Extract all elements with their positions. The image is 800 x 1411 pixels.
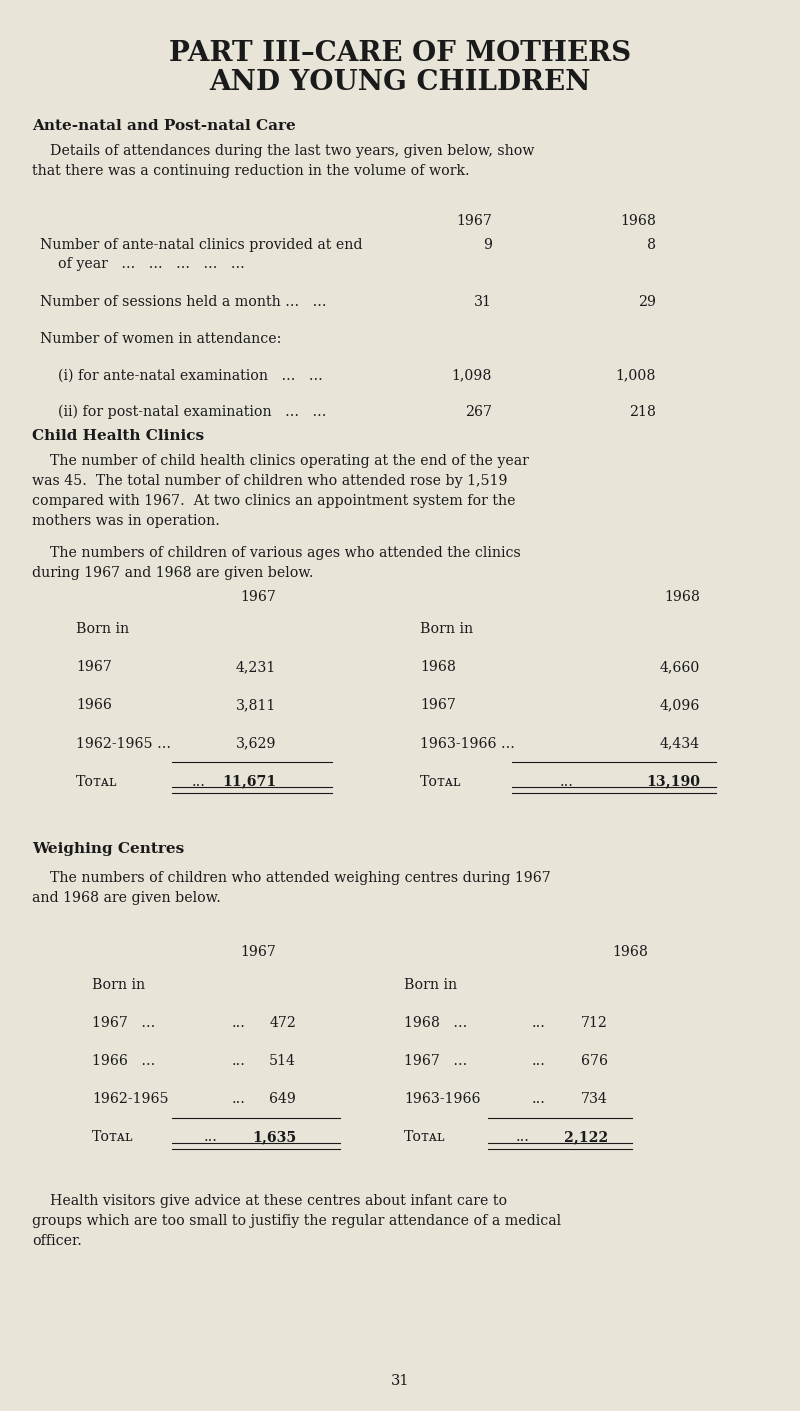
Text: 1967: 1967 [456,214,492,229]
Text: Born in: Born in [420,622,473,636]
Text: 3,811: 3,811 [236,698,276,713]
Text: 1968: 1968 [420,660,456,674]
Text: Ante-natal and Post-natal Care: Ante-natal and Post-natal Care [32,119,296,133]
Text: 267: 267 [465,405,492,419]
Text: AND YOUNG CHILDREN: AND YOUNG CHILDREN [210,69,590,96]
Text: 676: 676 [581,1054,608,1068]
Text: Tᴏᴛᴀʟ: Tᴏᴛᴀʟ [76,775,118,789]
Text: 1963-1966: 1963-1966 [404,1092,481,1106]
Text: ...: ... [532,1016,546,1030]
Text: 9: 9 [483,238,492,253]
Text: 4,096: 4,096 [660,698,700,713]
Text: Health visitors give advice at these centres about infant care to
groups which a: Health visitors give advice at these cen… [32,1194,561,1247]
Text: 1966   ...: 1966 ... [92,1054,155,1068]
Text: ...: ... [232,1054,246,1068]
Text: The numbers of children of various ages who attended the clinics
during 1967 and: The numbers of children of various ages … [32,546,521,580]
Text: (ii) for post-natal examination   ...   ...: (ii) for post-natal examination ... ... [40,405,326,419]
Text: 4,660: 4,660 [660,660,700,674]
Text: Tᴏᴛᴀʟ: Tᴏᴛᴀʟ [404,1130,446,1144]
Text: 1,098: 1,098 [452,368,492,382]
Text: ...: ... [516,1130,530,1144]
Text: The number of child health clinics operating at the end of the year
was 45.  The: The number of child health clinics opera… [32,454,529,529]
Text: Born in: Born in [76,622,129,636]
Text: ...: ... [532,1092,546,1106]
Text: ...: ... [204,1130,218,1144]
Text: 1,008: 1,008 [616,368,656,382]
Text: Number of ante-natal clinics provided at end
    of year   ...   ...   ...   ...: Number of ante-natal clinics provided at… [40,238,362,271]
Text: ...: ... [532,1054,546,1068]
Text: 31: 31 [474,295,492,309]
Text: 2,122: 2,122 [564,1130,608,1144]
Text: 1962-1965 ...: 1962-1965 ... [76,737,171,751]
Text: 1967: 1967 [420,698,456,713]
Text: 1967   ...: 1967 ... [92,1016,155,1030]
Text: 13,190: 13,190 [646,775,700,789]
Text: 1967   ...: 1967 ... [404,1054,467,1068]
Text: 514: 514 [269,1054,296,1068]
Text: 472: 472 [269,1016,296,1030]
Text: 1963-1966 ...: 1963-1966 ... [420,737,515,751]
Text: Tᴏᴛᴀʟ: Tᴏᴛᴀʟ [92,1130,134,1144]
Text: 1,635: 1,635 [252,1130,296,1144]
Text: 31: 31 [390,1374,410,1388]
Text: 11,671: 11,671 [222,775,276,789]
Text: 712: 712 [581,1016,608,1030]
Text: 218: 218 [629,405,656,419]
Text: 734: 734 [581,1092,608,1106]
Text: Born in: Born in [404,978,457,992]
Text: (i) for ante-natal examination   ...   ...: (i) for ante-natal examination ... ... [40,368,322,382]
Text: 1967: 1967 [240,945,276,959]
Text: Number of women in attendance:: Number of women in attendance: [40,332,282,346]
Text: 1967: 1967 [240,590,276,604]
Text: Born in: Born in [92,978,145,992]
Text: 649: 649 [269,1092,296,1106]
Text: ...: ... [232,1016,246,1030]
Text: 1966: 1966 [76,698,112,713]
Text: 1968   ...: 1968 ... [404,1016,467,1030]
Text: ...: ... [232,1092,246,1106]
Text: Details of attendances during the last two years, given below, show
that there w: Details of attendances during the last t… [32,144,534,178]
Text: ...: ... [192,775,206,789]
Text: 1962-1965: 1962-1965 [92,1092,169,1106]
Text: 3,629: 3,629 [235,737,276,751]
Text: 1967: 1967 [76,660,112,674]
Text: Tᴏᴛᴀʟ: Tᴏᴛᴀʟ [420,775,462,789]
Text: 1968: 1968 [612,945,648,959]
Text: 4,231: 4,231 [236,660,276,674]
Text: ...: ... [560,775,574,789]
Text: 1968: 1968 [664,590,700,604]
Text: 8: 8 [647,238,656,253]
Text: 29: 29 [638,295,656,309]
Text: PART III–CARE OF MOTHERS: PART III–CARE OF MOTHERS [169,40,631,66]
Text: Child Health Clinics: Child Health Clinics [32,429,204,443]
Text: 1968: 1968 [620,214,656,229]
Text: Number of sessions held a month ...   ...: Number of sessions held a month ... ... [40,295,326,309]
Text: The numbers of children who attended weighing centres during 1967
and 1968 are g: The numbers of children who attended wei… [32,871,550,904]
Text: 4,434: 4,434 [660,737,700,751]
Text: Weighing Centres: Weighing Centres [32,842,184,856]
